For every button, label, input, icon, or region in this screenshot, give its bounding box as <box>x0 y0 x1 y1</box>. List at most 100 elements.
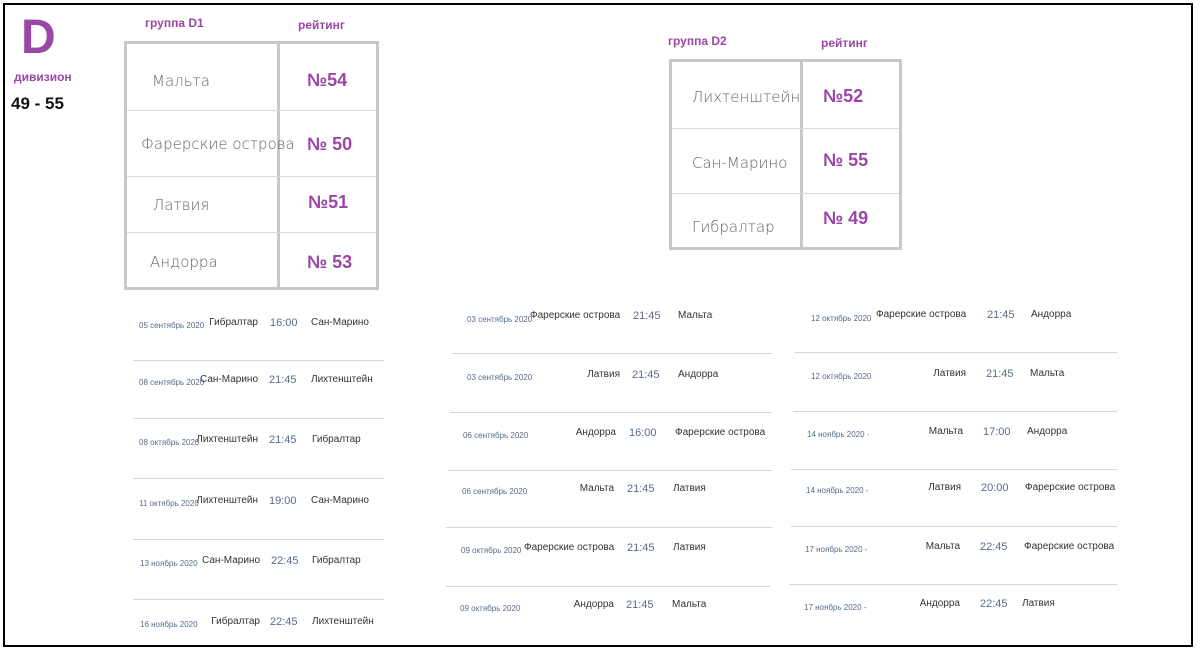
match-date: 06 сентябрь 2020 <box>462 487 528 496</box>
row-divider <box>795 352 1117 353</box>
match-time: 22:45 <box>980 598 1008 610</box>
country-name: Латвия <box>153 196 210 214</box>
table-row: Сан-Марино № 55 <box>672 128 899 194</box>
match-date: 12 октябрь 2020 <box>811 314 872 323</box>
match-date: 09 октябрь 2020 <box>461 546 522 555</box>
match-time: 21:45 <box>269 374 297 386</box>
home-team: Лихтенштейн <box>196 434 258 445</box>
away-team: Сан-Марино <box>311 495 369 506</box>
match-time: 21:45 <box>987 309 1015 321</box>
match-time: 19:00 <box>269 495 297 507</box>
home-team: Латвия <box>587 369 620 380</box>
row-divider <box>448 470 772 471</box>
match-time: 21:45 <box>627 542 655 554</box>
rank-value: №52 <box>823 86 864 106</box>
match-date: 16 ноябрь 2020 <box>140 620 198 629</box>
away-team: Лихтенштейн <box>311 374 373 385</box>
rank-value: № 55 <box>823 150 869 170</box>
match-time: 20:00 <box>981 482 1009 494</box>
home-team: Мальта <box>928 426 963 437</box>
home-team: Фарерские острова <box>524 542 615 553</box>
table-row: Фарерские острова № 50 <box>127 110 376 177</box>
row-divider <box>133 418 384 419</box>
page-frame <box>3 3 1193 647</box>
away-team: Гибралтар <box>312 434 361 445</box>
match-time: 16:00 <box>629 427 657 439</box>
home-team: Андорра <box>573 599 614 610</box>
match-date: 03 сентябрь 2020 <box>467 315 533 324</box>
match-date: 03 сентябрь 2020 <box>467 373 533 382</box>
row-divider <box>793 411 1117 412</box>
match-time: 21:45 <box>627 483 655 495</box>
rank-value: № 50 <box>307 134 353 154</box>
division-range: 49 - 55 <box>11 94 64 113</box>
away-team: Мальта <box>672 599 707 610</box>
row-divider <box>133 599 384 600</box>
table-row: Лихтенштейн №52 <box>672 62 899 128</box>
table-row: Гибралтар № 49 <box>672 193 899 251</box>
rank-value: №54 <box>307 70 348 90</box>
rank-value: № 53 <box>307 252 353 272</box>
home-team: Мальта <box>579 483 614 494</box>
division-label: дивизион <box>14 70 72 84</box>
table-divider <box>800 62 803 247</box>
country-name: Лихтенштейн <box>692 88 801 106</box>
home-team: Фарерские острова <box>530 310 621 321</box>
group-d2-table: Лихтенштейн №52 Сан-Марино № 55 Гибралта… <box>669 59 902 250</box>
row-divider <box>133 478 384 479</box>
home-team: Гибралтар <box>211 616 260 627</box>
country-name: Мальта <box>152 72 210 90</box>
match-time: 17:00 <box>983 426 1011 438</box>
match-date: 11 октябрь 2020 <box>139 499 199 508</box>
match-time: 21:45 <box>269 434 297 446</box>
match-date: 12 октябрь 2020 <box>811 372 872 381</box>
home-team: Фарерские острова <box>876 309 967 320</box>
group-d2-title: группа D2 <box>668 34 727 48</box>
table-row: Андорра № 53 <box>127 232 376 291</box>
away-team: Мальта <box>678 310 713 321</box>
away-team: Андорра <box>1031 309 1072 320</box>
match-date: 13 ноябрь 2020 <box>140 559 198 568</box>
away-team: Латвия <box>1022 598 1055 609</box>
match-date: 05 сентябрь 2020 <box>139 321 205 330</box>
home-team: Сан-Марино <box>202 555 260 566</box>
group-d1-rating-label: рейтинг <box>298 18 345 32</box>
table-row: Латвия №51 <box>127 176 376 233</box>
away-team: Андорра <box>678 369 719 380</box>
country-name: Гибралтар <box>692 218 775 236</box>
away-team: Фарерские острова <box>675 427 766 438</box>
group-d2-rating-label: рейтинг <box>821 36 868 50</box>
home-team: Лихтенштейн <box>196 495 258 506</box>
row-divider <box>446 527 772 528</box>
match-date: 17 ноябрь 2020 - <box>804 603 867 612</box>
home-team: Андорра <box>919 598 960 609</box>
home-team: Латвия <box>933 368 966 379</box>
row-divider <box>450 412 772 413</box>
away-team: Латвия <box>673 542 706 553</box>
country-name: Андорра <box>150 253 218 271</box>
home-team: Сан-Марино <box>200 374 258 385</box>
row-divider <box>133 360 384 361</box>
match-time: 22:45 <box>270 616 298 628</box>
match-time: 22:45 <box>271 555 299 567</box>
country-name: Фарерские острова <box>141 135 295 153</box>
division-letter: D <box>21 11 56 64</box>
home-team: Андорра <box>575 427 616 438</box>
match-time: 21:45 <box>626 599 654 611</box>
match-time: 21:45 <box>986 368 1014 380</box>
home-team: Мальта <box>925 541 960 552</box>
match-date: 08 октябрь 2020 <box>139 438 200 447</box>
home-team: Латвия <box>928 482 961 493</box>
away-team: Андорра <box>1027 426 1068 437</box>
home-team: Гибралтар <box>209 317 258 328</box>
group-d1-title: группа D1 <box>145 16 204 30</box>
match-date: 17 ноябрь 2020 - <box>805 545 868 554</box>
rank-value: № 49 <box>823 208 869 228</box>
away-team: Фарерские острова <box>1025 482 1116 493</box>
row-divider <box>791 469 1117 470</box>
match-time: 21:45 <box>632 369 660 381</box>
away-team: Сан-Марино <box>311 317 369 328</box>
row-divider <box>791 526 1117 527</box>
match-date: 14 ноябрь 2020 - <box>806 486 869 495</box>
country-name: Сан-Марино <box>692 154 788 172</box>
